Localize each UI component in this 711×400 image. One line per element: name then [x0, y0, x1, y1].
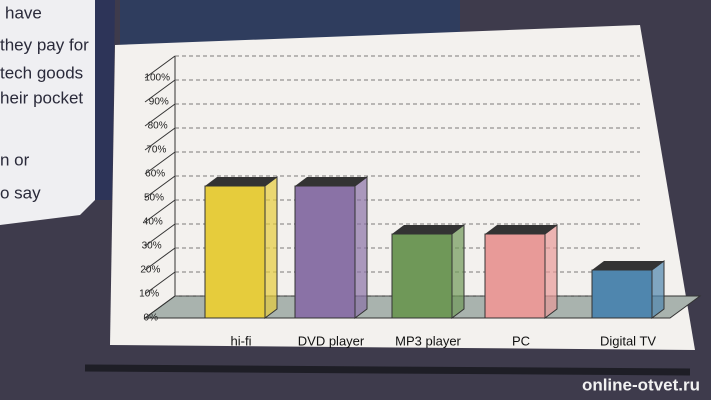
tick-mark	[144, 103, 176, 127]
side-text: tech goods	[0, 63, 83, 82]
bar-side	[451, 224, 465, 319]
bar-side	[264, 176, 278, 319]
y-tick-label: 50%	[144, 193, 164, 204]
tick-mark	[144, 79, 176, 103]
y-tick-label: 80%	[148, 121, 168, 132]
tick-mark	[144, 55, 176, 79]
bar-top	[205, 177, 277, 186]
x-tick-label: Digital TV	[600, 333, 656, 348]
bar	[294, 185, 356, 319]
y-tick-label: 0%	[144, 313, 159, 324]
x-tick-label: DVD player	[298, 333, 365, 348]
y-tick-label: 30%	[142, 241, 162, 252]
y-tick-label: 60%	[145, 169, 165, 180]
bar-top	[592, 261, 664, 270]
y-tick-label: 10%	[139, 289, 159, 300]
x-tick-label: PC	[512, 333, 530, 348]
side-text: they pay for	[0, 35, 89, 54]
tick-mark	[144, 175, 176, 199]
bar-top	[392, 225, 464, 234]
side-text: o say	[0, 183, 41, 202]
bar	[484, 233, 546, 319]
x-tick-label: MP3 player	[395, 333, 461, 348]
bar	[591, 269, 653, 319]
tick-mark	[144, 151, 176, 175]
tick-mark	[144, 271, 176, 295]
watermark: online-otvet.ru	[582, 375, 700, 394]
tick-mark	[144, 247, 176, 271]
side-text: n or	[0, 150, 30, 169]
bar	[204, 185, 266, 319]
page-edge	[95, 0, 115, 200]
y-tick-label: 100%	[144, 73, 170, 84]
text-column	[0, 0, 95, 225]
tick-mark	[144, 223, 176, 247]
bar-side	[651, 260, 665, 319]
side-text: heir pocket	[0, 88, 83, 107]
x-tick-label: hi-fi	[231, 333, 252, 348]
bar-top	[295, 177, 367, 186]
side-text: have	[5, 3, 42, 22]
tick-mark	[144, 127, 176, 151]
y-tick-label: 40%	[143, 217, 163, 228]
bar-top	[485, 225, 557, 234]
y-tick-label: 70%	[146, 145, 166, 156]
rule	[84, 364, 691, 376]
bar-side	[354, 176, 368, 319]
y-tick-label: 90%	[149, 97, 169, 108]
tick-mark	[144, 199, 176, 223]
bar	[391, 233, 453, 319]
chart: 0% 10% 20% 30% 40% 50% 60% 70% 80% 90% 100% hi-fi DV…	[139, 55, 702, 348]
bar-side	[544, 224, 558, 319]
y-tick-label: 20%	[140, 265, 160, 276]
tick-mark	[144, 295, 176, 319]
